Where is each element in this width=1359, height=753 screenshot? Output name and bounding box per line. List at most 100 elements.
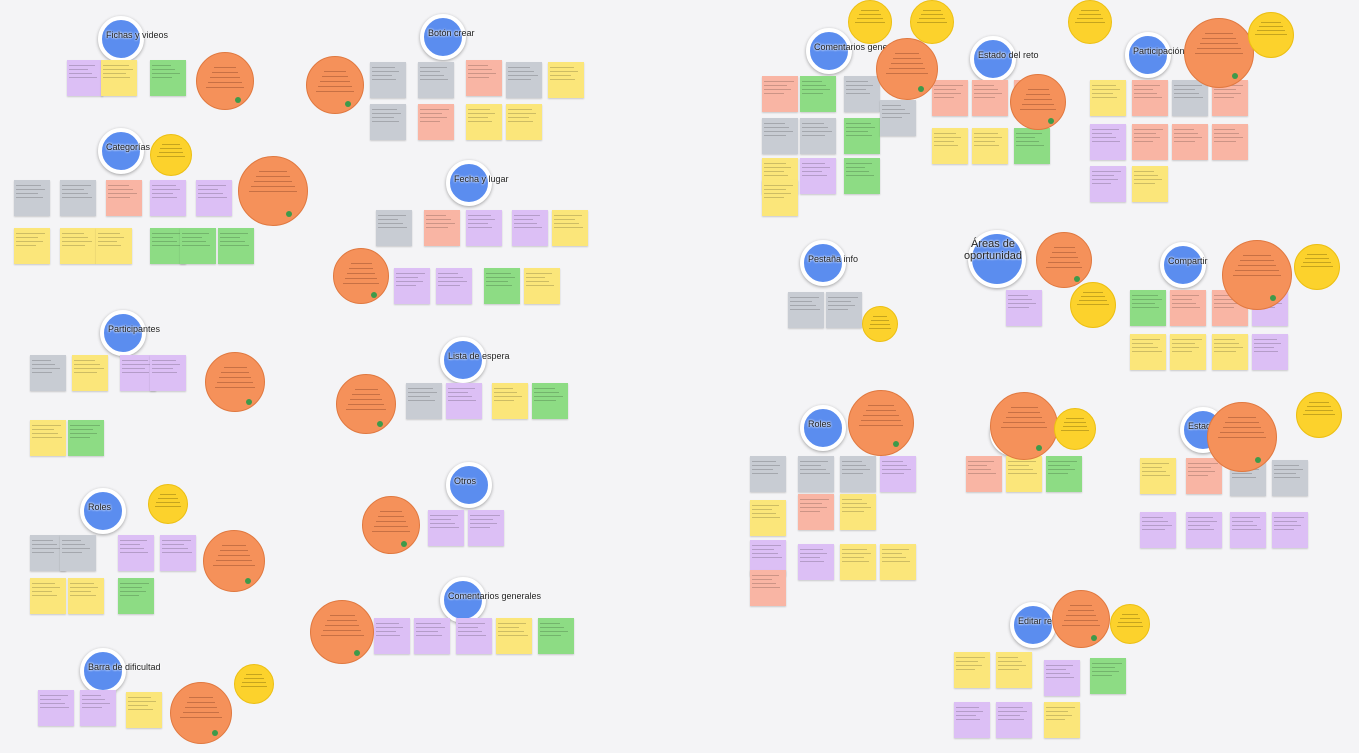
sticky-note[interactable] [840,456,876,492]
sticky-note[interactable] [800,158,836,194]
sticky-note[interactable] [1130,334,1166,370]
sticky-note[interactable] [418,104,454,140]
summary-circle[interactable] [1052,590,1110,648]
summary-circle[interactable] [876,38,938,100]
sticky-note[interactable] [844,76,880,112]
sticky-note[interactable] [552,210,588,246]
insight-circle[interactable] [848,0,892,44]
sticky-note[interactable] [118,578,154,614]
sticky-note[interactable] [418,62,454,98]
insight-circle[interactable] [234,664,274,704]
sticky-note[interactable] [1090,658,1126,694]
sticky-note[interactable] [394,268,430,304]
sticky-note[interactable] [1140,458,1176,494]
sticky-note[interactable] [1090,124,1126,160]
sticky-note[interactable] [1044,702,1080,738]
sticky-note[interactable] [1140,512,1176,548]
cluster-label[interactable]: Fichas y videos [98,16,168,62]
sticky-note[interactable] [406,383,442,419]
sticky-note[interactable] [1172,80,1208,116]
sticky-note[interactable] [68,420,104,456]
sticky-note[interactable] [1132,80,1168,116]
sticky-note[interactable] [72,355,108,391]
sticky-note[interactable] [1212,334,1248,370]
cluster-label[interactable]: Pestaña info [800,240,858,286]
summary-circle[interactable] [310,600,374,664]
sticky-note[interactable] [750,570,786,606]
sticky-note[interactable] [492,383,528,419]
summary-circle[interactable] [205,352,265,412]
summary-circle[interactable] [196,52,254,110]
cluster-label[interactable]: Roles [80,488,126,534]
summary-circle[interactable] [1010,74,1066,130]
insight-circle[interactable] [1054,408,1096,450]
cluster-label[interactable]: Lista de espera [440,337,510,383]
sticky-note[interactable] [996,652,1032,688]
sticky-note[interactable] [798,494,834,530]
cluster-label[interactable]: Comentarios generales [806,28,907,74]
sticky-note[interactable] [1006,290,1042,326]
sticky-note[interactable] [436,268,472,304]
sticky-note[interactable] [844,158,880,194]
sticky-note[interactable] [80,690,116,726]
sticky-note[interactable] [1170,290,1206,326]
sticky-note[interactable] [101,60,137,96]
sticky-note[interactable] [1090,166,1126,202]
sticky-note[interactable] [1186,512,1222,548]
sticky-note[interactable] [96,228,132,264]
sticky-note[interactable] [424,210,460,246]
cluster-label[interactable]: Comentarios generales [440,577,541,623]
cluster-label[interactable]: Áreas de oportunidad [964,230,1026,288]
cluster-label[interactable]: Participantes [100,310,160,356]
sticky-note[interactable] [456,618,492,654]
sticky-note[interactable] [800,118,836,154]
sticky-note[interactable] [38,690,74,726]
sticky-note[interactable] [524,268,560,304]
sticky-note[interactable] [512,210,548,246]
insight-circle[interactable] [1248,12,1294,58]
summary-circle[interactable] [1207,402,1277,472]
sticky-note[interactable] [126,692,162,728]
sticky-note[interactable] [762,118,798,154]
sticky-note[interactable] [548,62,584,98]
sticky-note[interactable] [800,76,836,112]
sticky-note[interactable] [1132,124,1168,160]
sticky-note[interactable] [150,180,186,216]
insight-circle[interactable] [1296,392,1342,438]
sticky-note[interactable] [844,118,880,154]
sticky-note[interactable] [466,210,502,246]
sticky-note[interactable] [1172,124,1208,160]
sticky-note[interactable] [1014,128,1050,164]
sticky-note[interactable] [506,104,542,140]
sticky-note[interactable] [376,210,412,246]
summary-circle[interactable] [1036,232,1092,288]
sticky-note[interactable] [30,420,66,456]
cluster-label[interactable]: Editar reto [1010,602,1060,648]
sticky-note[interactable] [67,60,103,96]
sticky-note[interactable] [414,618,450,654]
sticky-note[interactable] [788,292,824,328]
summary-circle[interactable] [238,156,308,226]
sticky-note[interactable] [1212,124,1248,160]
summary-circle[interactable] [1184,18,1254,88]
sticky-note[interactable] [150,355,186,391]
sticky-note[interactable] [118,535,154,571]
sticky-note[interactable] [750,500,786,536]
summary-circle[interactable] [848,390,914,456]
sticky-note[interactable] [1272,460,1308,496]
sticky-note[interactable] [68,578,104,614]
sticky-note[interactable] [106,180,142,216]
cluster-label[interactable]: Compartir [1160,242,1208,288]
sticky-note[interactable] [60,535,96,571]
sticky-note[interactable] [880,544,916,580]
cluster-label[interactable]: Botón crear [420,14,475,60]
insight-circle[interactable] [910,0,954,44]
sticky-note[interactable] [840,494,876,530]
sticky-note[interactable] [538,618,574,654]
sticky-note[interactable] [996,702,1032,738]
sticky-note[interactable] [840,544,876,580]
sticky-note[interactable] [880,100,916,136]
sticky-note[interactable] [506,62,542,98]
summary-circle[interactable] [1222,240,1292,310]
